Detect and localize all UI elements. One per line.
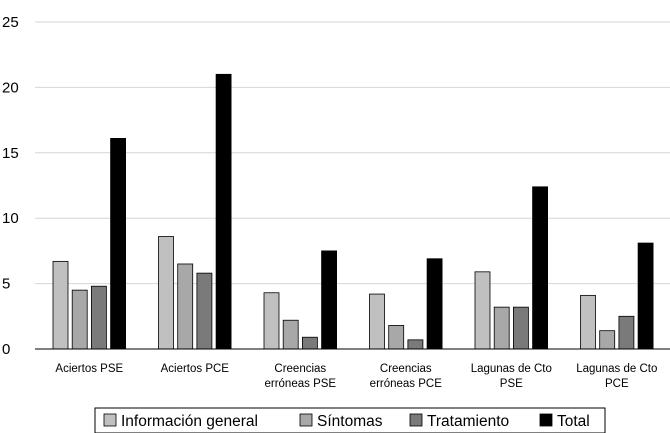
bar [599, 330, 616, 350]
bar [513, 306, 529, 350]
bar [532, 186, 548, 350]
x-tick-label: Creencias erróneas PCE [370, 363, 443, 390]
bar [474, 271, 491, 350]
bar [52, 260, 69, 350]
legend-label: Total [557, 413, 590, 430]
y-tick-label: 25 [2, 14, 19, 31]
y-tick-label: 0 [2, 341, 10, 358]
bar [71, 289, 88, 350]
bar [407, 339, 424, 350]
bar [618, 315, 635, 350]
legend-swatch [539, 413, 553, 427]
x-tick-label: Aciertos PSE [55, 363, 123, 375]
legend-label: Síntomas [317, 413, 383, 430]
bar [369, 293, 385, 350]
bar [493, 306, 510, 350]
legend-label: Tratamiento [427, 413, 509, 430]
x-tick-label: Lagunas de Cto PCE [576, 363, 657, 390]
bar [321, 250, 338, 350]
bars [52, 73, 654, 350]
bar [282, 319, 299, 350]
bar [110, 138, 126, 350]
bar [426, 258, 443, 350]
legend-box [94, 407, 606, 433]
legend-swatch [409, 413, 423, 427]
legend-label: Información general [121, 413, 258, 430]
category-labels: Aciertos PSE Aciertos PCE Creencias errónea… [55, 363, 657, 390]
x-tick-label: Creencias erróneas PSE [264, 363, 336, 390]
y-axis-ticks: 0 5 10 15 20 25 [2, 14, 19, 358]
legend: Información general Síntomas Tratamiento To… [94, 407, 606, 433]
legend-swatch [103, 413, 117, 427]
bar [580, 294, 596, 350]
bar [263, 292, 280, 350]
legend-swatch [299, 413, 313, 427]
x-tick-label: Lagunas de Cto PSE [471, 363, 552, 390]
y-tick-label: 10 [2, 210, 19, 227]
bar [215, 73, 232, 350]
bar [177, 263, 194, 350]
bar [196, 272, 213, 350]
y-tick-label: 15 [2, 145, 19, 162]
y-tick-label: 20 [2, 79, 19, 96]
bar [158, 236, 174, 350]
bar [637, 242, 654, 350]
x-tick-label: Aciertos PCE [161, 363, 230, 375]
bar [91, 285, 107, 350]
gridlines [35, 21, 670, 285]
y-tick-label: 5 [2, 276, 10, 293]
bar [301, 336, 318, 350]
bar [388, 325, 405, 350]
